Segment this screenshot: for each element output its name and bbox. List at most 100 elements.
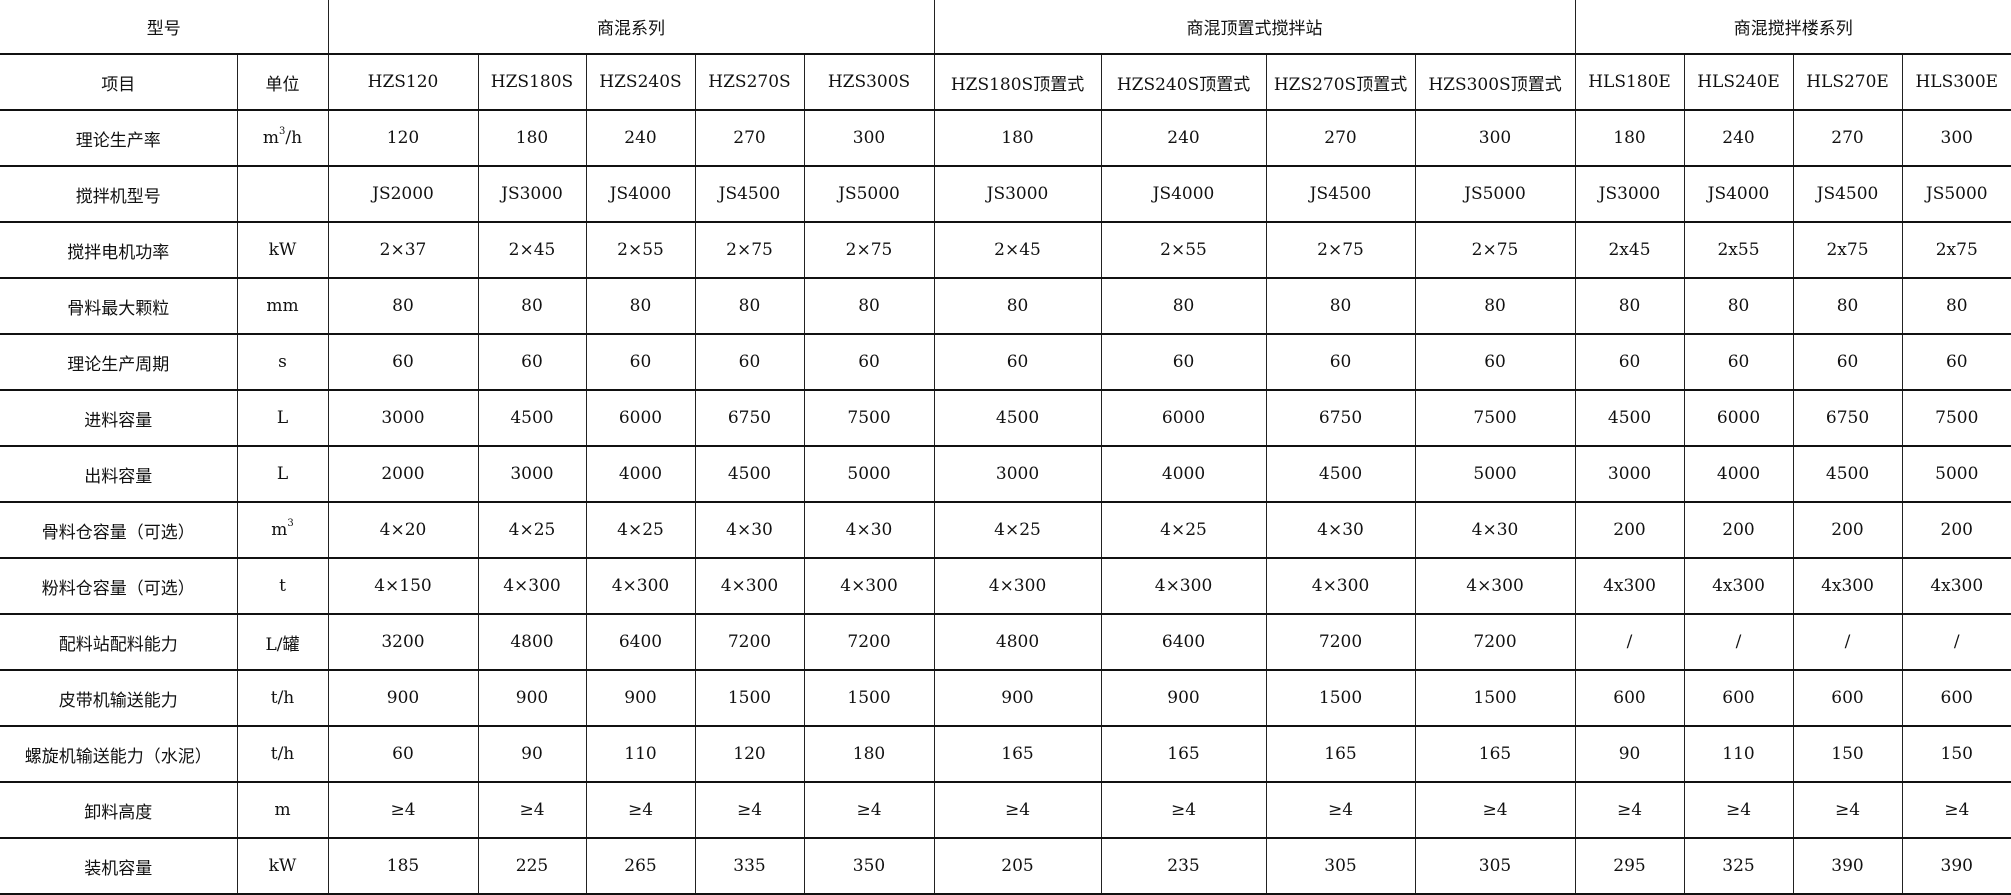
table-row: 卸料高度 m ≥4 ≥4 ≥4 ≥4 ≥4 ≥4 ≥4 ≥4 ≥4 ≥4 ≥4 ≥4 ≥4 bbox=[0, 782, 2011, 839]
table-cell: JS4500 bbox=[1792, 166, 1903, 223]
table-cell: 80 bbox=[1683, 278, 1794, 335]
model-header: HZS120 bbox=[327, 54, 479, 111]
table-cell: 60 bbox=[933, 334, 1102, 391]
table-cell: 7200 bbox=[694, 614, 805, 671]
table-cell: 240 bbox=[585, 110, 696, 167]
model-header-row: 项目 单位 HZS120 HZS180S HZS240S HZS270S HZS300S… bbox=[0, 54, 2011, 111]
table-row: 理论生产周期 s 60 60 60 60 60 60 60 60 60 60 60 60 60 bbox=[0, 334, 2011, 391]
table-row: 骨料最大颗粒 mm 80 80 80 80 80 80 80 80 80 80 80 80 80 bbox=[0, 278, 2011, 335]
table-cell: 120 bbox=[694, 726, 805, 783]
table-cell: 4500 bbox=[477, 390, 587, 447]
row-unit: L bbox=[236, 446, 329, 503]
table-cell: 350 bbox=[803, 838, 935, 895]
table-row: 皮带机输送能力 t/h 900 900 900 1500 1500 900 900 1500 150… bbox=[0, 670, 2011, 727]
table-cell: 80 bbox=[1265, 278, 1416, 335]
table-cell: ≥4 bbox=[1100, 782, 1267, 839]
row-unit: t/h bbox=[236, 670, 329, 727]
table-row: 进料容量 L 3000 4500 6000 6750 7500 4500 6000 6750 750… bbox=[0, 390, 2011, 447]
table-row: 装机容量 kW 185 225 265 335 350 205 235 305 305 295 325 3… bbox=[0, 838, 2011, 895]
table-cell: 270 bbox=[1792, 110, 1903, 167]
table-cell: ≥4 bbox=[803, 782, 935, 839]
table-cell: ≥4 bbox=[1901, 782, 2011, 839]
row-unit: m3 bbox=[236, 502, 329, 559]
unit-base: kW bbox=[268, 240, 297, 260]
table-cell: 2×45 bbox=[933, 222, 1102, 279]
unit-base: L bbox=[276, 408, 289, 428]
table-row: 骨料仓容量（可选） m3 4×20 4×25 4×25 4×30 4×30 4×25 4×25 4… bbox=[0, 502, 2011, 559]
table-cell: 900 bbox=[1100, 670, 1267, 727]
table-cell: 2×45 bbox=[477, 222, 587, 279]
table-cell: 2×75 bbox=[803, 222, 935, 279]
table-cell: 165 bbox=[933, 726, 1102, 783]
table-cell: 4000 bbox=[1683, 446, 1794, 503]
unit-label: 单位 bbox=[236, 54, 329, 111]
table-cell: 3000 bbox=[933, 446, 1102, 503]
table-cell: 2×75 bbox=[694, 222, 805, 279]
table-cell: 305 bbox=[1265, 838, 1416, 895]
table-cell: 4500 bbox=[933, 390, 1102, 447]
table-cell: 150 bbox=[1792, 726, 1903, 783]
table-cell: 110 bbox=[1683, 726, 1794, 783]
table-cell: 4x300 bbox=[1792, 558, 1903, 615]
table-cell: / bbox=[1574, 614, 1685, 671]
row-item: 骨料最大颗粒 bbox=[0, 278, 238, 335]
table-cell: 1500 bbox=[803, 670, 935, 727]
table-cell: 7500 bbox=[803, 390, 935, 447]
table-cell: 240 bbox=[1100, 110, 1267, 167]
table-row: 理论生产率 m3/h 120 180 240 270 300 180 240 270 300 180 2… bbox=[0, 110, 2011, 167]
table-cell: 60 bbox=[1683, 334, 1794, 391]
table-cell: JS2000 bbox=[327, 166, 479, 223]
table-cell: 4000 bbox=[585, 446, 696, 503]
unit-base: m bbox=[274, 800, 291, 820]
model-header: HLS180E bbox=[1574, 54, 1685, 111]
model-header: HLS240E bbox=[1683, 54, 1794, 111]
table-cell: 4500 bbox=[1574, 390, 1685, 447]
row-item: 理论生产率 bbox=[0, 110, 238, 167]
table-cell: 6400 bbox=[585, 614, 696, 671]
row-item: 粉料仓容量（可选） bbox=[0, 558, 238, 615]
table-cell: ≥4 bbox=[1265, 782, 1416, 839]
table-cell: 4×300 bbox=[477, 558, 587, 615]
table-cell: 80 bbox=[585, 278, 696, 335]
table-cell: JS3000 bbox=[1574, 166, 1685, 223]
model-header: HZS300S bbox=[803, 54, 935, 111]
unit-superscript: 3 bbox=[279, 126, 286, 137]
row-item: 理论生产周期 bbox=[0, 334, 238, 391]
table-cell: 60 bbox=[1574, 334, 1685, 391]
table-cell: 7200 bbox=[1265, 614, 1416, 671]
table-cell: 60 bbox=[803, 334, 935, 391]
table-cell: 4×30 bbox=[694, 502, 805, 559]
table-cell: 60 bbox=[1100, 334, 1267, 391]
table-cell: JS3000 bbox=[933, 166, 1102, 223]
model-header: HZS240S bbox=[585, 54, 696, 111]
table-row: 搅拌电机功率 kW 2×37 2×45 2×55 2×75 2×75 2×45 2×55 2×75… bbox=[0, 222, 2011, 279]
row-item: 搅拌机型号 bbox=[0, 166, 238, 223]
table-cell: 3000 bbox=[477, 446, 587, 503]
table-cell: 4x300 bbox=[1683, 558, 1794, 615]
row-item: 装机容量 bbox=[0, 838, 238, 895]
model-header: HZS300S顶置式 bbox=[1414, 54, 1576, 111]
model-header: HZS180S bbox=[477, 54, 587, 111]
row-unit bbox=[236, 166, 329, 223]
table-cell: 4×30 bbox=[1414, 502, 1576, 559]
table-cell: 2×55 bbox=[1100, 222, 1267, 279]
table-cell: 300 bbox=[803, 110, 935, 167]
table-cell: 390 bbox=[1792, 838, 1903, 895]
table-row: 配料站配料能力 L/罐 3200 4800 6400 7200 7200 4800 6400 72… bbox=[0, 614, 2011, 671]
unit-suffix: /h bbox=[285, 128, 303, 148]
unit-base: L/罐 bbox=[265, 634, 300, 655]
unit-superscript: 3 bbox=[287, 518, 294, 529]
unit-base: t bbox=[279, 576, 286, 596]
table-cell: JS4500 bbox=[694, 166, 805, 223]
table-cell: 600 bbox=[1683, 670, 1794, 727]
table-cell: 200 bbox=[1683, 502, 1794, 559]
table-cell: 60 bbox=[1792, 334, 1903, 391]
table-cell: 200 bbox=[1792, 502, 1903, 559]
table-cell: 200 bbox=[1901, 502, 2011, 559]
table-cell: 6400 bbox=[1100, 614, 1267, 671]
table-cell: 5000 bbox=[803, 446, 935, 503]
table-cell: 2×75 bbox=[1265, 222, 1416, 279]
row-item: 进料容量 bbox=[0, 390, 238, 447]
row-unit: s bbox=[236, 334, 329, 391]
